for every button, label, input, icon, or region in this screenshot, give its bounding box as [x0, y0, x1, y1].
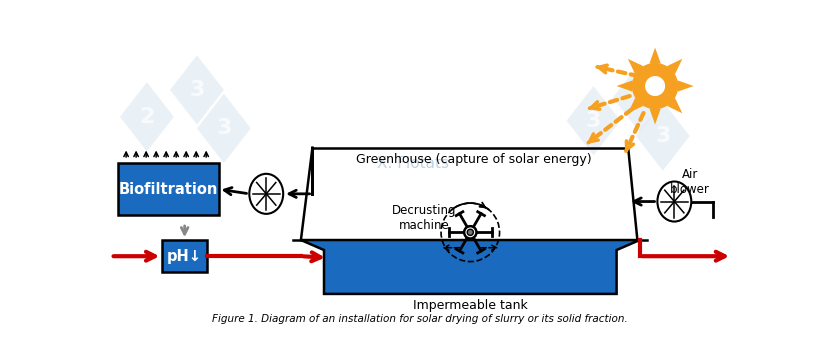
Text: pH↓: pH↓	[167, 249, 201, 264]
Circle shape	[464, 226, 476, 238]
Polygon shape	[627, 98, 643, 113]
Text: Air
blower: Air blower	[669, 168, 708, 196]
Polygon shape	[649, 108, 660, 124]
Polygon shape	[197, 94, 251, 163]
Text: 2: 2	[139, 107, 155, 127]
Text: Decrusting
machine: Decrusting machine	[391, 205, 456, 233]
Text: X. Flotats: X. Flotats	[376, 155, 448, 170]
Text: 3: 3	[216, 118, 231, 138]
Polygon shape	[676, 80, 693, 92]
Text: 2: 2	[631, 88, 646, 108]
Ellipse shape	[657, 182, 690, 222]
FancyBboxPatch shape	[118, 163, 218, 215]
Polygon shape	[301, 240, 639, 294]
Text: Impermeable tank: Impermeable tank	[413, 299, 527, 312]
FancyBboxPatch shape	[162, 240, 206, 272]
Polygon shape	[612, 63, 666, 132]
Polygon shape	[170, 55, 224, 124]
Text: 3: 3	[654, 126, 670, 146]
Polygon shape	[120, 82, 174, 151]
Text: Greenhouse (capture of solar energy): Greenhouse (capture of solar energy)	[356, 153, 591, 166]
Circle shape	[467, 229, 473, 236]
Polygon shape	[666, 59, 681, 74]
Text: 3: 3	[585, 111, 600, 131]
Circle shape	[631, 63, 677, 109]
Text: Biofiltration: Biofiltration	[119, 182, 218, 197]
Circle shape	[645, 76, 664, 96]
Polygon shape	[666, 98, 681, 113]
Polygon shape	[627, 59, 643, 74]
Polygon shape	[566, 86, 620, 155]
Ellipse shape	[249, 174, 283, 214]
Text: Figure 1. Diagram of an installation for solar drying of slurry or its solid fra: Figure 1. Diagram of an installation for…	[212, 314, 627, 324]
Text: 3: 3	[189, 80, 205, 100]
Polygon shape	[649, 48, 660, 64]
Polygon shape	[616, 80, 632, 92]
Polygon shape	[635, 102, 689, 171]
